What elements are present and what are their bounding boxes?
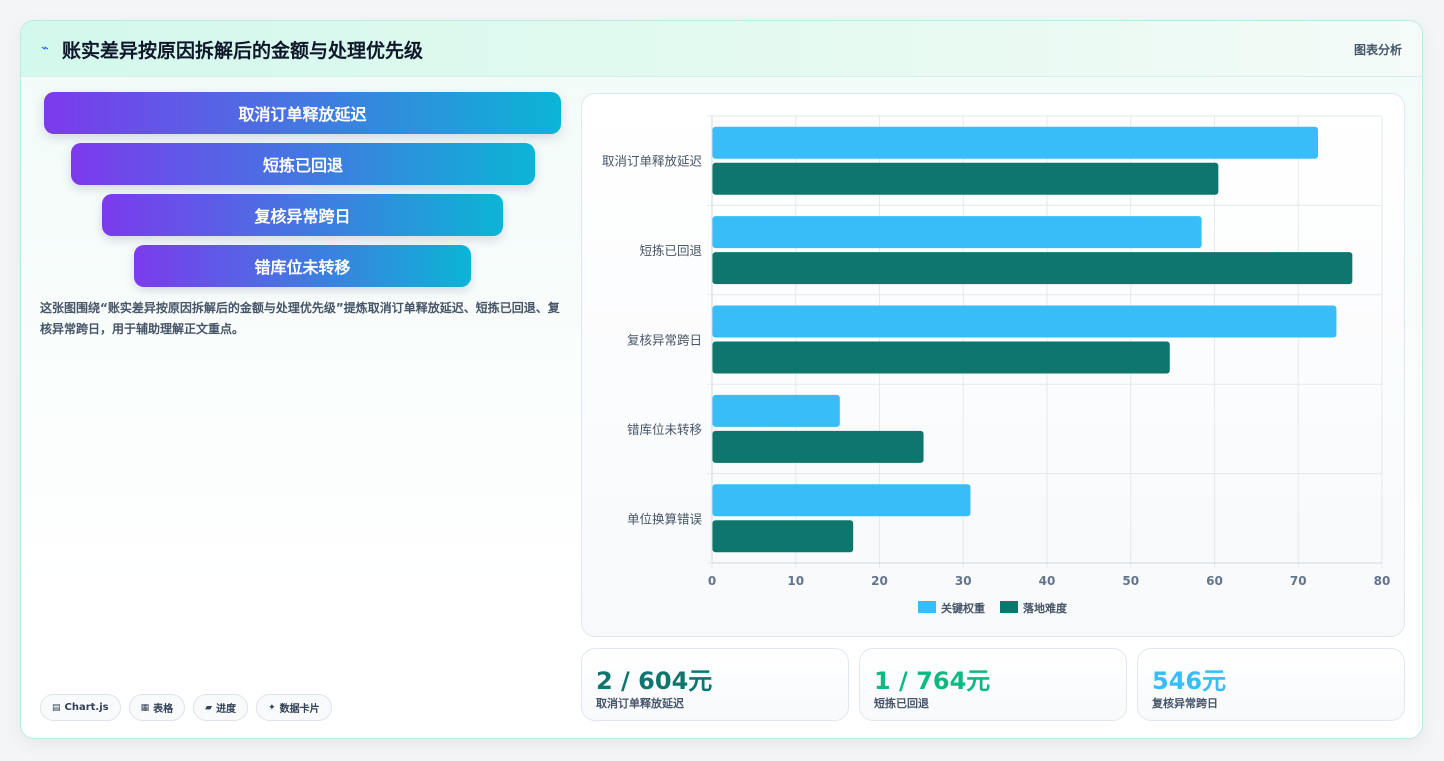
chip-progress[interactable]: ▰ 进度 <box>193 694 249 721</box>
horizontal-bar-chart: 0 10 20 30 40 50 60 70 80 取消订单释放延迟短拣已回退复核异常跨日错库位未… <box>602 115 1391 615</box>
bar-key-weight <box>712 394 840 427</box>
kpi-card-1: 2 / 604元 取消订单释放延迟 <box>581 648 849 721</box>
chart-line-icon: ⌁ <box>41 41 49 56</box>
bar-difficulty <box>712 341 1170 374</box>
funnel-item-4: 错库位未转移 <box>134 245 471 287</box>
funnel-item-3: 复核异常跨日 <box>102 194 503 236</box>
category-label: 错库位未转移 <box>627 422 702 437</box>
chart-analysis-tag: 图表分析 <box>1353 43 1402 57</box>
chip-label: 数据卡片 <box>279 704 320 715</box>
chart-panel: 0 10 20 30 40 50 60 70 80 取消订单释放延迟短拣已回退复核异常跨日 错库位未… <box>581 93 1405 637</box>
legend-label: 落地难度 <box>1023 601 1068 615</box>
x-tick-label: 0 <box>708 574 716 588</box>
x-tick-label: 20 <box>871 574 888 588</box>
chart-description: 这张图围绕“账实差异按原因拆解后的金额与处理优先级”提炼取消订单释放延迟、短拣已… <box>40 301 560 336</box>
table-icon: ▦ <box>140 702 150 713</box>
chip-label: Chart.js <box>64 702 109 713</box>
category-label: 单位换算错误 <box>627 511 703 526</box>
chip-chartjs[interactable]: ▤ Chart.js <box>40 694 121 721</box>
bar-difficulty <box>712 252 1353 285</box>
bar-key-weight <box>712 484 971 517</box>
x-tick-label: 30 <box>955 574 972 588</box>
funnel-item-2: 短拣已回退 <box>71 143 535 185</box>
kpi-value: 2 / 604元 <box>596 667 713 695</box>
x-tick-label: 50 <box>1122 574 1139 588</box>
category-label: 短拣已回退 <box>639 243 702 258</box>
chip-label: 进度 <box>216 704 237 715</box>
chip-data-card[interactable]: ✦ 数据卡片 <box>256 694 332 721</box>
chart-card: ⌁ 账实差异按原因拆解后的金额与处理优先级 图表分析 取消订单释放延迟 短拣已回… <box>20 20 1423 739</box>
category-label: 复核异常跨日 <box>627 333 702 348</box>
chip-label: 表格 <box>153 704 174 715</box>
kpi-card-3: 546元 复核异常跨日 <box>1137 648 1405 721</box>
kpi-card-2: 1 / 764元 短拣已回退 <box>859 648 1127 721</box>
progress-icon: ▰ <box>205 702 213 713</box>
chip-row: ▤ Chart.js ▦ 表格 ▰ 进度 ✦ 数据卡片 <box>40 694 332 721</box>
x-tick-label: 60 <box>1206 574 1223 588</box>
kpi-label: 取消订单释放延迟 <box>596 697 684 710</box>
x-tick-label: 70 <box>1290 574 1307 588</box>
sparkle-icon: ✦ <box>268 702 276 713</box>
bar-difficulty <box>712 430 924 463</box>
kpi-value: 1 / 764元 <box>874 667 991 695</box>
card-header: ⌁ 账实差异按原因拆解后的金额与处理优先级 图表分析 <box>21 21 1422 77</box>
chart-icon: ▤ <box>52 702 61 713</box>
bar-key-weight <box>712 305 1337 338</box>
bar-difficulty <box>712 162 1219 195</box>
legend-label: 关键权重 <box>941 601 985 615</box>
bar-difficulty <box>712 520 854 553</box>
category-label: 取消订单释放延迟 <box>602 154 703 169</box>
card-title: 账实差异按原因拆解后的金额与处理优先级 <box>62 40 424 62</box>
funnel-item-1: 取消订单释放延迟 <box>44 92 561 134</box>
kpi-label: 复核异常跨日 <box>1152 697 1218 710</box>
bar-key-weight <box>712 216 1202 249</box>
legend-swatch <box>918 601 936 613</box>
legend-swatch <box>1000 601 1018 613</box>
chip-table[interactable]: ▦ 表格 <box>128 694 186 721</box>
x-tick-label: 80 <box>1374 574 1391 588</box>
x-tick-label: 10 <box>787 574 804 588</box>
bar-key-weight <box>712 126 1319 159</box>
kpi-label: 短拣已回退 <box>874 697 929 710</box>
kpi-value: 546元 <box>1152 667 1227 695</box>
x-tick-label: 40 <box>1039 574 1056 588</box>
